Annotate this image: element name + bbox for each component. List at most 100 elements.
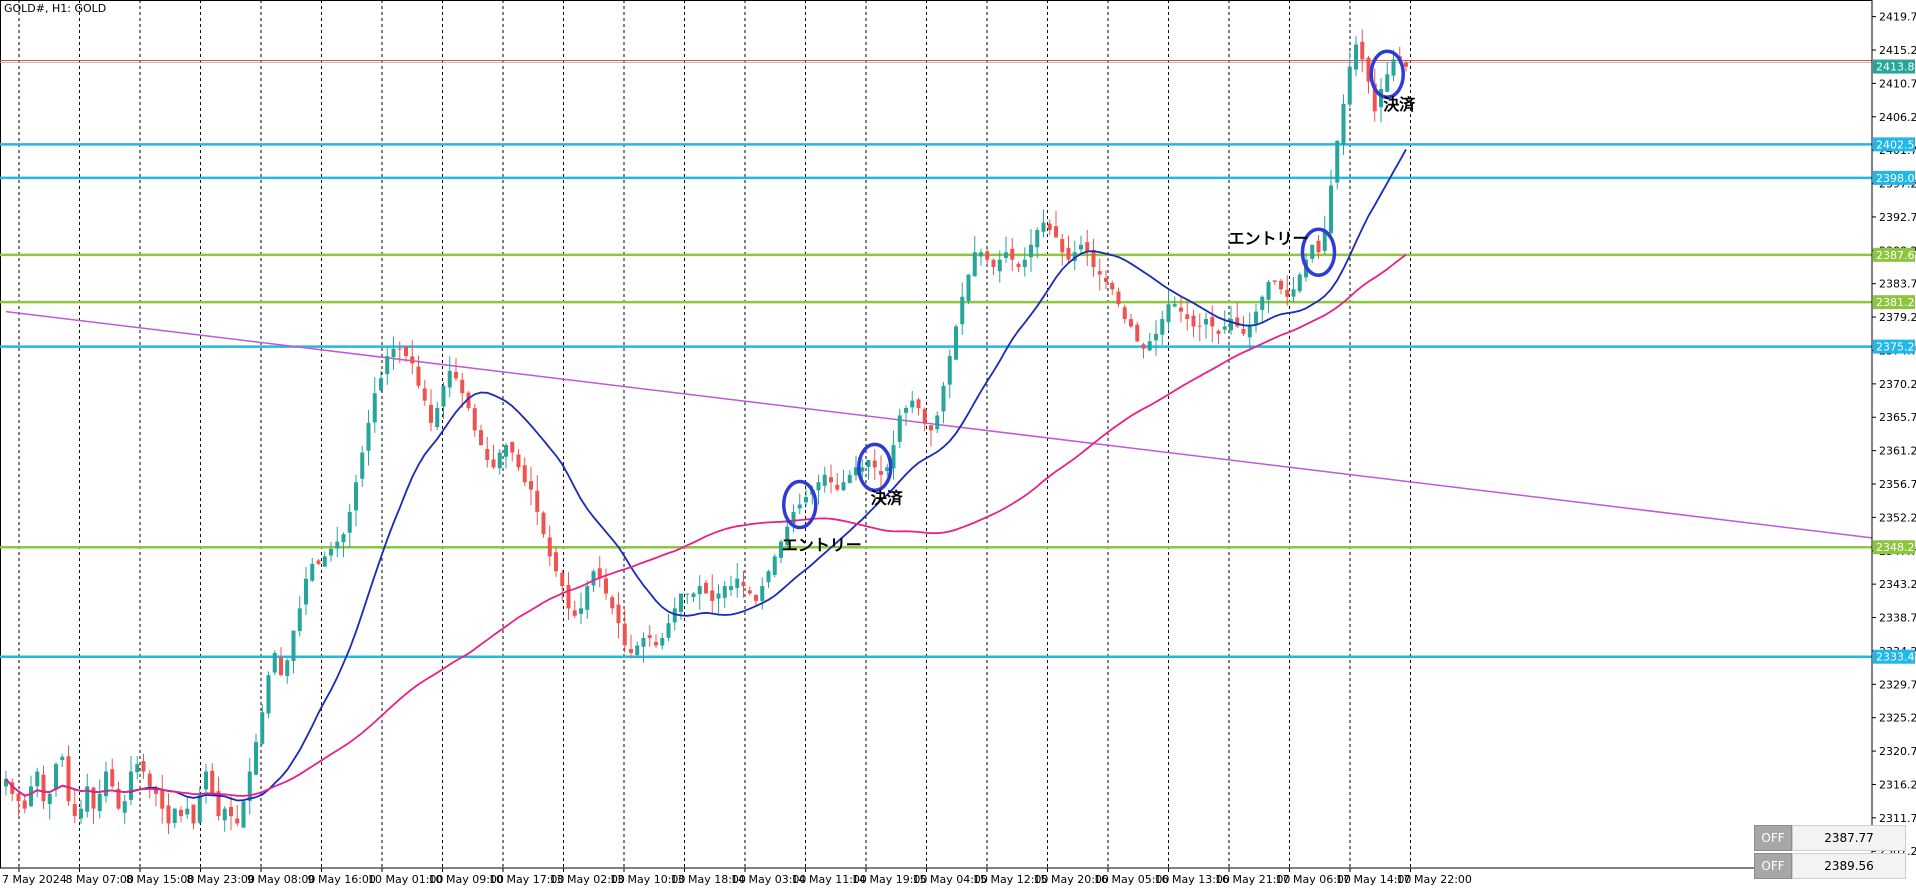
candle-body bbox=[585, 586, 590, 610]
candle-body bbox=[566, 585, 571, 609]
time-tick-label: 8 May 23:00 bbox=[187, 873, 255, 886]
candle-body bbox=[10, 782, 15, 794]
candle-body bbox=[47, 793, 52, 805]
candle-body bbox=[241, 801, 246, 828]
candle-body bbox=[72, 804, 77, 817]
candle-body bbox=[641, 638, 646, 647]
candle-body bbox=[972, 252, 977, 277]
annotation-circle bbox=[857, 442, 893, 493]
candles-group bbox=[4, 29, 1408, 834]
candle-body bbox=[1379, 89, 1383, 108]
candle-body bbox=[185, 808, 190, 815]
candle-body bbox=[685, 593, 690, 595]
candle-body bbox=[991, 259, 996, 268]
candle-body bbox=[854, 467, 858, 476]
candle-body bbox=[1247, 326, 1252, 338]
candle-body bbox=[235, 818, 240, 824]
level-price-label: 2402.54 bbox=[1876, 138, 1916, 151]
candle-body bbox=[866, 459, 871, 467]
candle-body bbox=[722, 586, 727, 598]
candle-body bbox=[1216, 330, 1221, 334]
candle-body bbox=[1166, 304, 1171, 323]
candle-body bbox=[1297, 274, 1302, 292]
time-tick-label: 15 May 04:00 bbox=[913, 873, 988, 886]
candle-body bbox=[966, 274, 971, 302]
off-button[interactable]: OFF bbox=[1754, 825, 1792, 851]
candle-body bbox=[1060, 239, 1065, 253]
candle-body bbox=[660, 638, 665, 646]
candle-body bbox=[179, 809, 183, 817]
symbol-label: GOLD#, H1: GOLD bbox=[4, 2, 107, 15]
level-price-tag bbox=[1873, 649, 1915, 664]
time-tick-label: 15 May 20:00 bbox=[1034, 873, 1109, 886]
candle-body bbox=[66, 756, 71, 802]
candle-body bbox=[441, 385, 446, 407]
candle-body bbox=[947, 356, 952, 385]
candle-body bbox=[116, 788, 121, 809]
horizontal-levels bbox=[0, 60, 1872, 658]
candle-body bbox=[1072, 252, 1077, 262]
candle-body bbox=[1029, 244, 1033, 258]
candle-body bbox=[785, 526, 790, 546]
candle-body bbox=[860, 467, 865, 472]
candle-body bbox=[385, 356, 390, 375]
candle-body bbox=[472, 408, 477, 431]
candle-body bbox=[160, 790, 165, 809]
time-tick-label: 14 May 19:00 bbox=[852, 873, 927, 886]
candle-body bbox=[404, 346, 408, 357]
candle-body bbox=[1347, 66, 1352, 105]
candle-body bbox=[354, 482, 358, 511]
candle-body bbox=[147, 773, 152, 787]
candle-body bbox=[1341, 103, 1346, 145]
candle-body bbox=[279, 657, 283, 676]
candle-body bbox=[1004, 252, 1008, 258]
candle-body bbox=[779, 541, 783, 558]
off-button[interactable]: OFF bbox=[1754, 853, 1792, 879]
level-price-label: 2381.27 bbox=[1876, 296, 1916, 309]
candle-body bbox=[1391, 59, 1396, 76]
level-price-tag bbox=[1873, 137, 1915, 152]
candle-body bbox=[1185, 314, 1190, 320]
candle-body bbox=[710, 590, 715, 601]
price-tick-label: 2365.76 bbox=[1879, 411, 1916, 424]
candle-body bbox=[1022, 259, 1027, 268]
price-tick-label: 2410.76 bbox=[1879, 77, 1916, 90]
candle-body bbox=[791, 511, 796, 524]
candle-body bbox=[229, 806, 233, 817]
candle-body bbox=[572, 610, 577, 616]
candle-body bbox=[666, 623, 671, 638]
candle-body bbox=[766, 571, 771, 583]
annotation-circle bbox=[1369, 49, 1405, 99]
candle-body bbox=[1035, 229, 1040, 248]
level-price-tag bbox=[1873, 540, 1915, 555]
price-tick-label: 2325.26 bbox=[1879, 712, 1916, 725]
candle-body bbox=[772, 556, 777, 575]
candle-body bbox=[335, 541, 340, 549]
candle-body bbox=[1110, 282, 1115, 290]
candle-body bbox=[1272, 280, 1277, 282]
candle-body bbox=[54, 764, 58, 790]
annotation-label: エントリー bbox=[1229, 229, 1309, 248]
candle-body bbox=[341, 534, 346, 543]
time-tick-label: 8 May 15:00 bbox=[126, 873, 194, 886]
candle-body bbox=[122, 801, 127, 813]
candle-body bbox=[1054, 226, 1058, 238]
candle-body bbox=[716, 593, 721, 599]
time-tick-label: 13 May 18:00 bbox=[671, 873, 746, 886]
candle-body bbox=[16, 793, 21, 802]
candle-body bbox=[204, 771, 208, 790]
candle-body bbox=[329, 548, 333, 556]
level-price-tag bbox=[1873, 247, 1915, 262]
candle-body bbox=[254, 741, 258, 775]
candle-body bbox=[429, 404, 433, 423]
candle-body bbox=[479, 430, 483, 446]
candle-body bbox=[1179, 307, 1183, 312]
candle-body bbox=[1266, 281, 1271, 300]
level-price-tag bbox=[1873, 339, 1915, 354]
candle-body bbox=[266, 675, 271, 714]
candle-body bbox=[135, 764, 140, 773]
candle-body bbox=[29, 786, 33, 807]
candle-body bbox=[1241, 328, 1246, 334]
